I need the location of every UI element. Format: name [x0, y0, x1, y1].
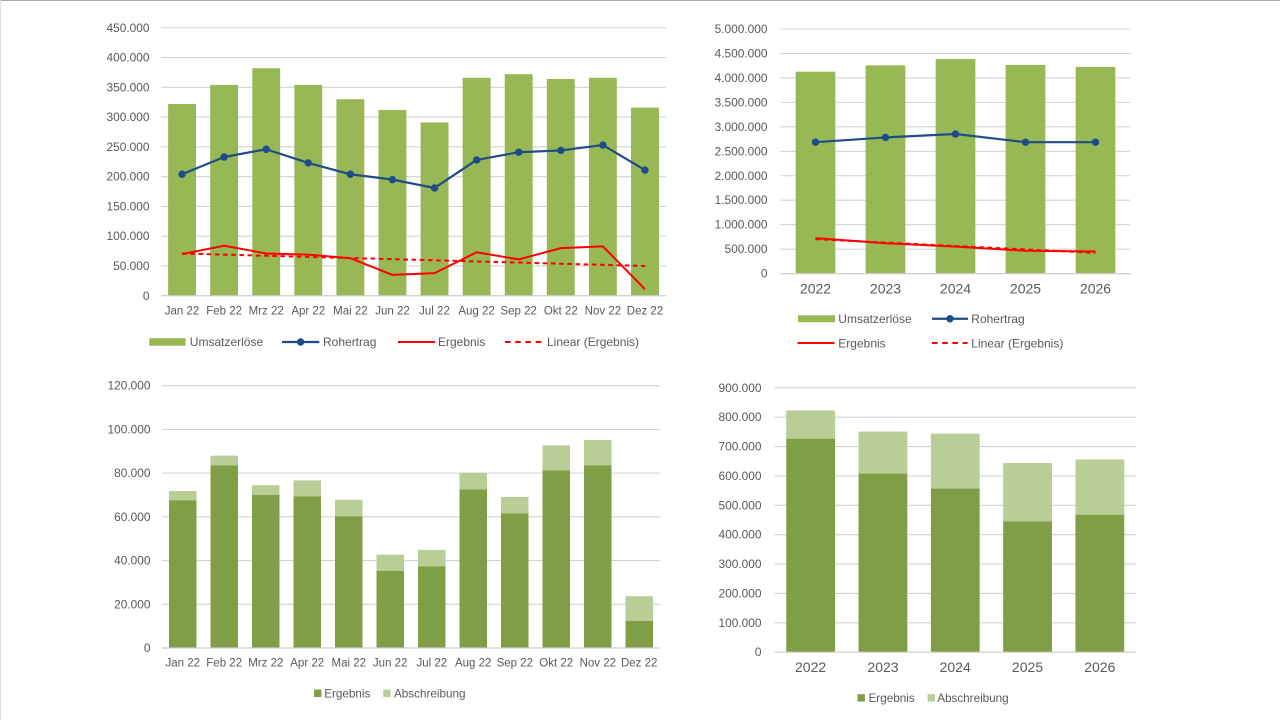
svg-text:Mai 22: Mai 22 — [332, 658, 367, 670]
svg-text:200.000: 200.000 — [719, 586, 762, 600]
svg-text:Ergebnis: Ergebnis — [838, 336, 885, 350]
svg-text:Ergebnis: Ergebnis — [324, 688, 370, 701]
svg-text:2023: 2023 — [867, 659, 898, 675]
svg-text:Nov 22: Nov 22 — [580, 658, 616, 670]
svg-text:0: 0 — [144, 641, 151, 655]
svg-text:3.500.000: 3.500.000 — [715, 95, 768, 109]
svg-text:80.000: 80.000 — [114, 466, 151, 480]
svg-text:4.000.000: 4.000.000 — [715, 71, 768, 85]
svg-text:Mrz 22: Mrz 22 — [248, 658, 283, 670]
svg-text:Sep 22: Sep 22 — [500, 306, 536, 318]
svg-text:400.000: 400.000 — [719, 528, 762, 542]
svg-text:0: 0 — [761, 267, 768, 281]
svg-text:Linear (Ergebnis): Linear (Ergebnis) — [547, 335, 639, 349]
svg-text:Apr 22: Apr 22 — [290, 658, 324, 670]
svg-text:Rohertrag: Rohertrag — [971, 312, 1024, 326]
svg-text:2.000.000: 2.000.000 — [715, 169, 768, 183]
svg-text:Ergebnis: Ergebnis — [869, 692, 915, 705]
svg-text:700.000: 700.000 — [719, 440, 762, 454]
svg-text:Feb 22: Feb 22 — [206, 306, 242, 318]
svg-text:4.500.000: 4.500.000 — [715, 47, 768, 61]
svg-text:5.000.000: 5.000.000 — [715, 22, 768, 36]
svg-text:Sep 22: Sep 22 — [497, 658, 533, 670]
svg-text:40.000: 40.000 — [114, 554, 151, 568]
svg-text:Umsatzerlöse: Umsatzerlöse — [838, 312, 912, 326]
svg-text:Jan 22: Jan 22 — [165, 306, 200, 318]
svg-text:Linear (Ergebnis): Linear (Ergebnis) — [971, 336, 1063, 350]
svg-text:2024: 2024 — [940, 659, 971, 675]
svg-text:450.000: 450.000 — [107, 21, 150, 35]
svg-text:800.000: 800.000 — [719, 410, 762, 424]
svg-text:150.000: 150.000 — [107, 199, 150, 213]
svg-text:Dez 22: Dez 22 — [627, 306, 663, 318]
svg-text:Abschreibung: Abschreibung — [394, 688, 465, 701]
svg-text:2022: 2022 — [795, 659, 826, 675]
svg-text:Okt 22: Okt 22 — [544, 306, 578, 318]
svg-text:60.000: 60.000 — [114, 510, 151, 524]
svg-text:Jun 22: Jun 22 — [373, 658, 408, 670]
svg-text:200.000: 200.000 — [107, 170, 150, 184]
svg-text:1.000.000: 1.000.000 — [715, 218, 768, 232]
svg-text:Aug 22: Aug 22 — [455, 658, 491, 670]
svg-text:Nov 22: Nov 22 — [585, 306, 621, 318]
svg-text:2022: 2022 — [800, 281, 831, 297]
svg-text:100.000: 100.000 — [719, 616, 762, 630]
svg-text:250.000: 250.000 — [107, 140, 150, 154]
svg-text:100.000: 100.000 — [107, 229, 150, 243]
svg-text:0: 0 — [143, 289, 150, 303]
svg-text:50.000: 50.000 — [113, 259, 150, 273]
svg-text:Jun 22: Jun 22 — [375, 306, 410, 318]
svg-text:1.500.000: 1.500.000 — [715, 193, 768, 207]
svg-text:Feb 22: Feb 22 — [206, 658, 242, 670]
svg-text:350.000: 350.000 — [107, 80, 150, 94]
svg-text:2026: 2026 — [1080, 281, 1111, 297]
svg-text:Abschreibung: Abschreibung — [937, 692, 1008, 705]
svg-text:120.000: 120.000 — [108, 379, 151, 393]
svg-text:2025: 2025 — [1010, 281, 1041, 297]
svg-text:Mrz 22: Mrz 22 — [249, 306, 284, 318]
svg-text:2025: 2025 — [1012, 659, 1043, 675]
svg-text:Ergebnis: Ergebnis — [438, 335, 485, 349]
svg-text:Jan 22: Jan 22 — [166, 658, 201, 670]
svg-text:100.000: 100.000 — [108, 422, 151, 436]
svg-text:2023: 2023 — [870, 281, 901, 297]
svg-text:900.000: 900.000 — [719, 381, 762, 395]
svg-text:Jul 22: Jul 22 — [416, 658, 447, 670]
svg-text:500.000: 500.000 — [725, 242, 768, 256]
svg-text:600.000: 600.000 — [719, 469, 762, 483]
svg-text:500.000: 500.000 — [719, 498, 762, 512]
svg-text:Dez 22: Dez 22 — [621, 658, 657, 670]
svg-text:Umsatzerlöse: Umsatzerlöse — [190, 335, 264, 349]
svg-text:0: 0 — [755, 645, 762, 659]
svg-text:2.500.000: 2.500.000 — [715, 144, 768, 158]
svg-text:300.000: 300.000 — [719, 557, 762, 571]
svg-text:400.000: 400.000 — [107, 51, 150, 65]
svg-text:Okt 22: Okt 22 — [539, 658, 573, 670]
svg-text:20.000: 20.000 — [114, 597, 151, 611]
svg-text:Rohertrag: Rohertrag — [323, 335, 376, 349]
svg-text:Apr 22: Apr 22 — [291, 306, 325, 318]
svg-text:2024: 2024 — [940, 281, 971, 297]
svg-text:Aug 22: Aug 22 — [458, 306, 494, 318]
svg-text:Jul 22: Jul 22 — [419, 306, 450, 318]
svg-text:2026: 2026 — [1084, 659, 1115, 675]
svg-text:3.000.000: 3.000.000 — [715, 120, 768, 134]
svg-text:Mai 22: Mai 22 — [333, 306, 368, 318]
svg-text:300.000: 300.000 — [107, 110, 150, 124]
